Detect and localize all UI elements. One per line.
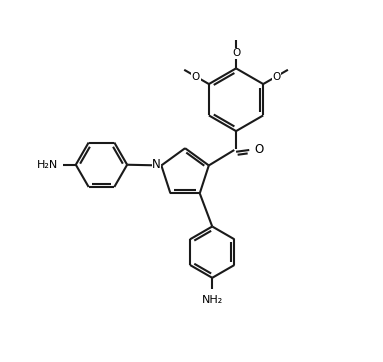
Text: O: O [232, 49, 240, 58]
Text: H₂N: H₂N [37, 160, 58, 170]
Text: O: O [192, 72, 200, 81]
Text: N: N [152, 158, 161, 171]
Text: O: O [272, 72, 280, 81]
Text: NH₂: NH₂ [201, 295, 223, 305]
Text: O: O [254, 143, 263, 156]
